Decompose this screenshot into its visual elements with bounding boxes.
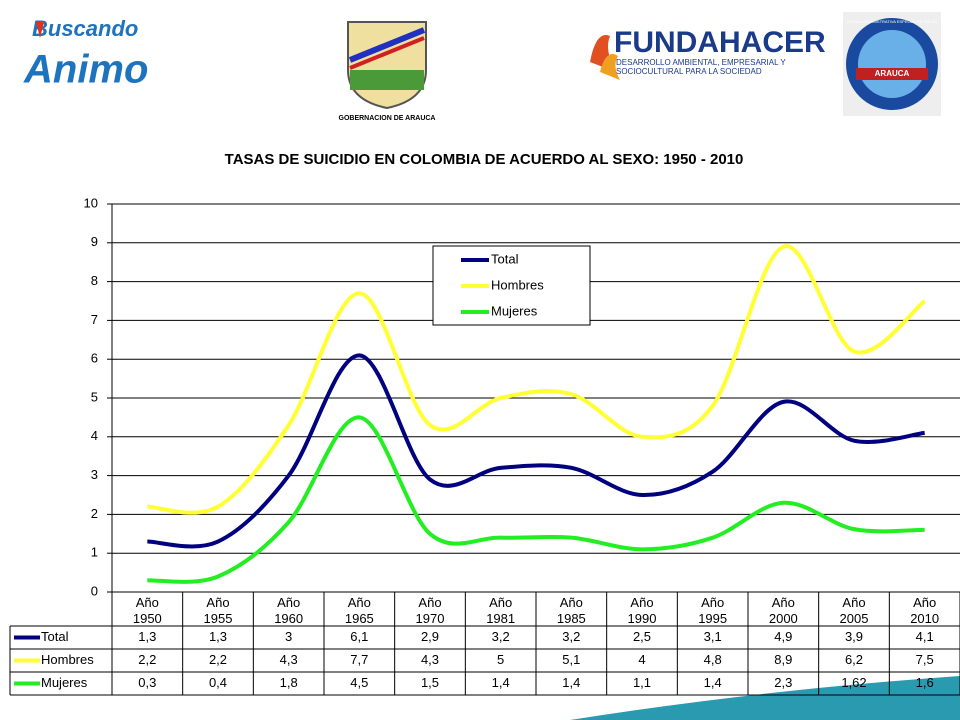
table-cell: 3 [285, 629, 292, 644]
table-cell: 4,9 [774, 629, 792, 644]
x-tick-label: Año 2000 [768, 595, 798, 626]
x-tick-label: Año 1955 [203, 595, 233, 626]
y-tick-label: 1 [91, 545, 98, 560]
legend-label: Total [491, 251, 519, 266]
logo-text: Buscando [32, 16, 138, 41]
logo-band: ARAUCA [875, 69, 910, 78]
table-cell: 2,9 [421, 629, 439, 644]
x-tick-label: Año 1960 [274, 595, 304, 626]
logo-sub: SOCIOCULTURAL PARA LA SOCIEDAD [616, 67, 762, 76]
legend-box [432, 245, 591, 326]
table-cell: 3,2 [492, 629, 510, 644]
y-tick-label: 3 [91, 467, 98, 482]
y-tick-label: 6 [91, 351, 98, 366]
table-cell: 1,3 [138, 629, 156, 644]
table-cell: 4,5 [350, 675, 368, 690]
table-cell: 1,4 [704, 675, 722, 690]
table-cell: 3,9 [845, 629, 863, 644]
x-tick-label: Año 1965 [344, 595, 374, 626]
y-tick-label: 0 [91, 583, 98, 598]
x-tick-label: Año 2010 [910, 595, 940, 626]
table-cell: 6,2 [845, 652, 863, 667]
x-tick-label: Año 1981 [486, 595, 516, 626]
table-cell: 7,5 [916, 652, 934, 667]
table-cell: 4,8 [704, 652, 722, 667]
legend-label: Hombres [491, 277, 544, 292]
x-tick-label: Año 1970 [415, 595, 445, 626]
table-cell: 2,2 [209, 652, 227, 667]
x-tick-label: Año 1995 [698, 595, 728, 626]
series-line [147, 244, 926, 515]
series-line [147, 415, 925, 584]
logo-title: FUNDAHACER [614, 26, 826, 59]
x-tick-label: Año 2005 [839, 595, 869, 626]
chart-title: TASAS DE SUICIDIO EN COLOMBIA DE ACUERDO… [225, 151, 744, 168]
table-cell: 2,3 [774, 675, 792, 690]
logo-text: Animo [23, 48, 148, 92]
logo-buscando-animo: Buscando Animo [23, 16, 148, 92]
table-cell: 3,1 [704, 629, 722, 644]
table-cell: 1,1 [633, 675, 651, 690]
legend-label: Mujeres [491, 303, 538, 318]
table-cell: 5 [497, 652, 504, 667]
y-tick-label: 2 [91, 506, 98, 521]
x-tick-label: Año 1985 [556, 595, 586, 626]
table-cell: 2,2 [138, 652, 156, 667]
table-cell: 1,6 [916, 675, 934, 690]
table-row-label: Total [41, 629, 69, 644]
y-tick-label: 7 [91, 312, 98, 327]
logo-salud: ARAUCA UNIDAD ADMINISTRATIVA ESPECIAL DE… [843, 12, 941, 116]
decoration [570, 676, 960, 720]
logo-fundahacer: FUNDAHACER DESARROLLO AMBIENTAL, EMPRESA… [590, 26, 826, 80]
table-cell: 0,3 [138, 675, 156, 690]
y-tick-label: 8 [91, 273, 98, 288]
table-cell: 8,9 [774, 652, 792, 667]
table-cell: 4 [638, 652, 645, 667]
logo-sub: DESARROLLO AMBIENTAL, EMPRESARIAL Y [616, 58, 786, 67]
table-row-label: Mujeres [41, 675, 88, 690]
y-tick-label: 4 [91, 428, 98, 443]
y-tick-label: 10 [84, 195, 98, 210]
table-cell: 0,4 [209, 675, 227, 690]
table-cell: 7,7 [350, 652, 368, 667]
table-cell: 1,3 [209, 629, 227, 644]
x-tick-label: Año 1990 [627, 595, 657, 626]
y-tick-label: 9 [91, 234, 98, 249]
table-cell: 4,3 [421, 652, 439, 667]
table-cell: 6,1 [350, 629, 368, 644]
table-cell: 1,62 [841, 675, 866, 690]
logo-caption: GOBERNACION DE ARAUCA [339, 115, 436, 122]
series-line [147, 353, 925, 549]
x-tick-label: Año 1950 [132, 595, 162, 626]
table-cell: 4,3 [280, 652, 298, 667]
logo-mark [36, 22, 44, 38]
table-cell: 4,1 [916, 629, 934, 644]
table-cell: 5,1 [562, 652, 580, 667]
table-cell: 1,5 [421, 675, 439, 690]
logo-gobernacion: GOBERNACION DE ARAUCA [339, 21, 436, 122]
table-cell: 2,5 [633, 629, 651, 644]
y-tick-label: 5 [91, 389, 98, 404]
table-cell: 1,8 [280, 675, 298, 690]
table-cell: 1,4 [492, 675, 510, 690]
table-cell: 1,4 [562, 675, 580, 690]
table-row-label: Hombres [41, 652, 94, 667]
table-cell: 3,2 [562, 629, 580, 644]
logo-ring: UNIDAD ADMINISTRATIVA ESPECIAL DE SALUD [847, 19, 938, 24]
